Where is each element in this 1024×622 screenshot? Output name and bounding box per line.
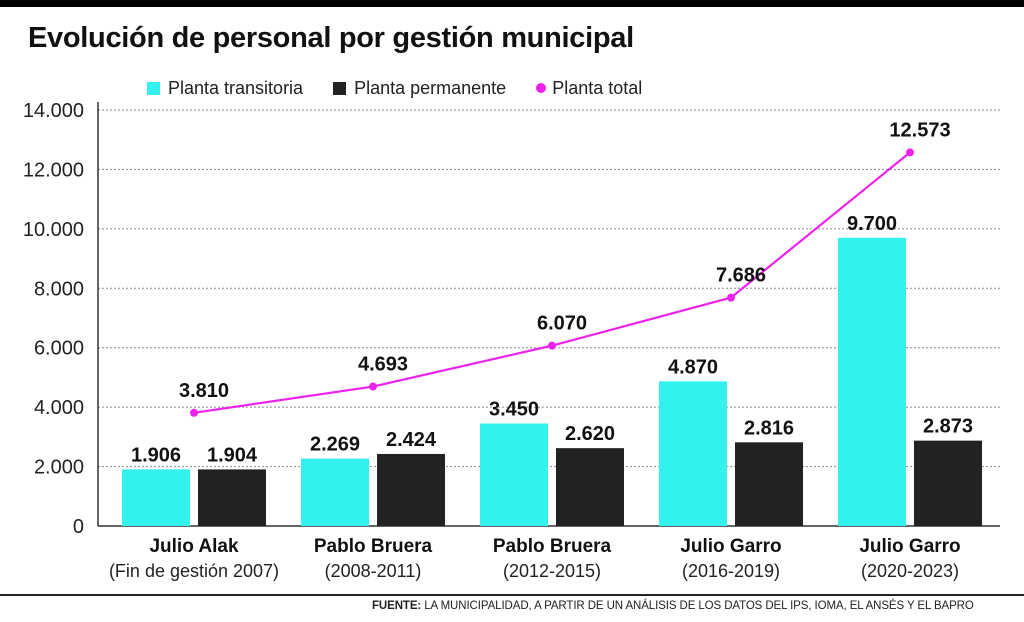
point-total [369,382,377,391]
x-category-period: (2008-2011) [325,561,422,581]
y-tick-label: 6.000 [34,338,84,360]
bottom-rule [0,594,1024,596]
source-note: FUENTE: LA MUNICIPALIDAD, A PARTIR DE UN… [372,600,974,612]
x-category-period: (Fin de gestión 2007) [109,561,279,581]
bar-permanente [556,448,624,526]
data-label-total: 3.810 [179,380,229,402]
x-category-name: Julio Garro [680,536,781,557]
data-label-permanente: 2.620 [565,423,615,445]
data-label-total: 6.070 [537,313,587,335]
data-label-permanente: 2.816 [744,417,794,439]
y-tick-label: 2.000 [34,457,84,479]
x-category-name: Pablo Bruera [493,536,612,557]
legend-item-transitoria: Planta transitoria [147,78,303,99]
x-category-name: Pablo Bruera [314,536,433,557]
chart-title: Evolución de personal por gestión munici… [28,22,634,54]
x-category-name: Julio Garro [859,536,960,557]
legend-label-transitoria: Planta transitoria [168,77,304,98]
legend: Planta transitoria Planta permanente Pla… [147,77,672,99]
data-label-total: 7.686 [716,265,766,287]
legend-dot-total [536,83,547,93]
x-category-name: Julio Alak [149,536,238,557]
source-text: LA MUNICIPALIDAD, A PARTIR DE UN ANÁLISI… [424,600,974,612]
bar-permanente [735,442,803,526]
top-rule [0,0,1024,7]
bar-permanente [377,453,445,526]
data-label-total: 12.573 [889,119,950,141]
bar-transitoria [659,381,727,526]
bar-transitoria [301,458,369,526]
data-label-permanente: 1.904 [207,444,258,466]
x-category-period: (2016-2019) [682,561,780,581]
point-total [548,341,556,350]
legend-item-total: Planta total [536,78,642,99]
data-label-transitoria: 9.700 [847,213,897,235]
legend-item-permanente: Planta permanente [333,78,506,99]
bar-permanente [914,440,982,526]
y-tick-label: 0 [73,516,84,538]
bar-transitoria [480,423,548,526]
bar-transitoria [122,469,190,526]
bar-transitoria [838,237,906,526]
x-category-period: (2020-2023) [861,561,959,581]
x-category-period: (2012-2015) [503,561,601,581]
data-label-transitoria: 1.906 [131,444,181,466]
legend-swatch-transitoria [147,81,160,95]
y-tick-label: 8.000 [34,278,84,300]
data-label-total: 4.693 [358,354,408,376]
source-label: FUENTE: [372,600,422,612]
y-tick-label: 10.000 [23,219,84,241]
chart-area: 0 2.000 4.000 6.000 8.000 10.000 12.000 14.000 1… [23,100,1000,581]
line-total [193,151,911,414]
y-tick-label: 14.000 [23,100,84,122]
y-tick-label: 4.000 [34,397,84,419]
data-label-permanente: 2.424 [386,429,437,451]
legend-label-permanente: Planta permanente [354,77,507,98]
bar-permanente [198,469,266,526]
data-label-transitoria: 3.450 [489,398,539,420]
legend-swatch-permanente [333,81,347,95]
data-label-permanente: 2.873 [923,416,973,438]
point-total [906,148,914,157]
point-total [190,408,198,417]
data-label-transitoria: 4.870 [668,356,718,378]
y-tick-label: 12.000 [23,159,84,181]
point-total [727,293,735,302]
data-label-transitoria: 2.269 [310,434,360,456]
legend-label-total: Planta total [552,77,643,98]
